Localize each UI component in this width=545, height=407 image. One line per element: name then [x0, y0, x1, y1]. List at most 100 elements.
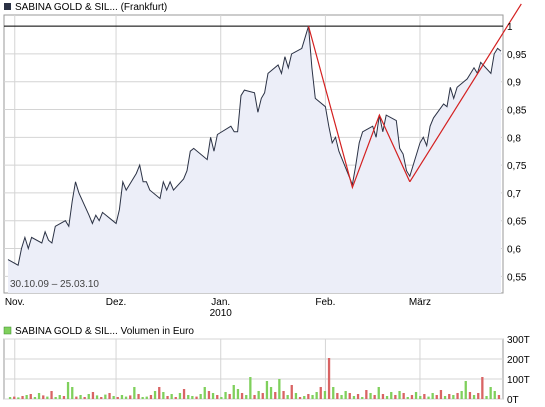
volume-bar: [112, 396, 115, 399]
volume-bar: [410, 395, 414, 399]
volume-bar: [464, 381, 467, 399]
volume-bar: [265, 381, 269, 399]
volume-bar: [162, 392, 165, 399]
volume-bar: [489, 387, 492, 399]
volume-bar: [195, 396, 198, 399]
volume-bar: [431, 393, 434, 399]
volume-bar: [381, 394, 385, 399]
volume-bar: [261, 393, 264, 399]
date-x-axis: Nov. Dez. Jan.2010 Feb. März: [5, 297, 431, 319]
volume-bar: [17, 397, 20, 399]
volume-bar: [211, 393, 215, 399]
volume-bar: [216, 395, 219, 399]
volume-bar: [54, 397, 57, 399]
volume-y-tick-label: 100T: [507, 375, 530, 386]
volume-bar: [108, 393, 111, 399]
volume-bar: [203, 387, 206, 399]
price-y-tick-label: 0,6: [507, 245, 521, 256]
volume-bar: [133, 387, 136, 399]
volume-bar: [414, 392, 418, 399]
volume-bar: [327, 358, 331, 399]
volume-bar: [224, 392, 227, 399]
volume-bar: [50, 391, 53, 399]
volume-bar: [141, 397, 144, 399]
price-panel: SABINA GOLD & SIL... (Frankfurt) 0,55 0,6…: [3, 2, 527, 319]
volume-bar: [25, 395, 28, 399]
volume-bar: [178, 393, 182, 399]
volume-bar: [158, 387, 161, 399]
volume-bar: [336, 393, 339, 399]
price-line: [7, 25, 502, 266]
volume-bar: [207, 391, 211, 399]
volume-bar: [286, 395, 289, 399]
volume-bar: [406, 397, 409, 399]
volume-bar: [249, 377, 252, 399]
volume-bar: [257, 391, 260, 399]
volume-bar: [199, 394, 202, 399]
trend-line: [409, 3, 522, 183]
price-y-tick-label: 0,95: [507, 50, 527, 61]
price-y-tick-label: 1: [507, 22, 513, 33]
volume-panel: SABINA GOLD & SIL... Volumen in Euro 0T 1…: [3, 326, 530, 406]
volume-bar: [62, 396, 66, 399]
volume-bar: [116, 397, 119, 399]
volume-bar: [46, 396, 49, 399]
volume-bar: [361, 397, 364, 399]
volume-bar: [100, 397, 103, 399]
volume-bar: [236, 389, 240, 399]
volume-bar: [468, 392, 472, 399]
volume-bar: [71, 387, 74, 399]
volume-bar: [323, 391, 327, 399]
volume-bar: [460, 391, 463, 399]
volume-bar: [232, 385, 235, 399]
volume-bar: [435, 395, 438, 399]
volume-bar: [352, 396, 356, 399]
volume-bar: [294, 393, 298, 399]
volume-bar: [456, 393, 459, 399]
volume-bar: [340, 395, 343, 399]
volume-bar: [419, 396, 422, 399]
volume-bar: [228, 394, 231, 399]
price-legend-text: SABINA GOLD & SIL... (Frankfurt): [15, 2, 167, 13]
x-tick-label: März: [409, 297, 431, 308]
volume-bar: [481, 377, 484, 399]
volume-bar: [398, 391, 401, 399]
price-y-tick-label: 0,55: [507, 272, 527, 283]
volume-bar: [385, 396, 389, 399]
volume-bar: [29, 394, 32, 399]
volume-bar: [290, 385, 293, 399]
volume-bar: [8, 397, 12, 399]
volume-bar: [303, 396, 306, 399]
volume-bar: [307, 394, 310, 399]
volume-y-tick-label: 0T: [507, 395, 519, 406]
x-tick-label: Nov.: [5, 297, 25, 308]
volume-bar: [448, 394, 451, 399]
volume-bar: [145, 396, 148, 399]
volume-bar: [377, 387, 380, 399]
volume-bar: [298, 397, 302, 399]
price-area-fill: [8, 26, 501, 293]
volume-bar: [153, 391, 157, 399]
volume-bar: [91, 392, 95, 399]
volume-bar: [390, 392, 393, 399]
price-y-tick-label: 0,75: [507, 161, 527, 172]
volume-bar: [373, 395, 376, 399]
volume-bar: [166, 396, 169, 399]
volume-bar: [13, 396, 16, 399]
volume-bar: [174, 397, 177, 399]
volume-bar: [33, 397, 37, 399]
volume-bar: [497, 395, 501, 399]
volume-bar: [95, 395, 99, 399]
volume-bar: [394, 395, 397, 399]
volume-y-tick-label: 200T: [507, 355, 530, 366]
volume-bar: [278, 379, 281, 399]
volume-bar: [191, 396, 194, 399]
volume-bar: [369, 393, 372, 399]
volume-bars: [8, 358, 501, 399]
volume-bar: [269, 387, 273, 399]
volume-bar: [187, 395, 190, 399]
volume-bar: [365, 390, 368, 399]
volume-y-tick-label: 300T: [507, 335, 530, 346]
volume-bar: [66, 382, 70, 399]
